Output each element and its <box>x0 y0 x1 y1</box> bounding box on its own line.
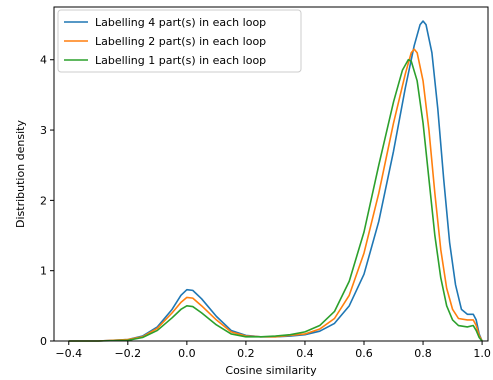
y-tick-label: 4 <box>40 54 47 67</box>
x-tick-label: −0.2 <box>114 347 141 360</box>
x-axis: −0.4 −0.2 0.0 0.2 0.4 0.6 0.8 1.0 <box>55 341 491 360</box>
y-tick-label: 3 <box>40 124 47 137</box>
y-tick-label: 0 <box>40 335 47 348</box>
x-tick-label: 0.8 <box>414 347 432 360</box>
legend-label-2: Labelling 2 part(s) in each loop <box>95 35 266 48</box>
legend-label-3: Labelling 1 part(s) in each loop <box>95 54 266 67</box>
y-tick-label: 1 <box>40 265 47 278</box>
x-axis-label: Cosine similarity <box>225 364 317 377</box>
plot-frame <box>53 6 489 342</box>
x-tick-label: 0.6 <box>355 347 373 360</box>
y-axis-label: Distribution density <box>14 120 27 228</box>
x-tick-label: 0.4 <box>296 347 314 360</box>
legend-box <box>57 9 302 73</box>
y-axis: 0 1 2 3 4 <box>40 54 54 348</box>
x-tick-label: 0.0 <box>178 347 196 360</box>
x-tick-label: 0.2 <box>237 347 255 360</box>
legend: Labelling 4 part(s) in each loop Labellin… <box>57 9 302 73</box>
series-line-2 <box>68 48 483 342</box>
x-tick-label: 1.0 <box>473 347 491 360</box>
series-line-1 <box>68 20 483 342</box>
x-tick-label: −0.4 <box>55 347 82 360</box>
legend-label-1: Labelling 4 part(s) in each loop <box>95 16 266 29</box>
y-tick-label: 2 <box>40 194 47 207</box>
series-line-3 <box>68 58 483 342</box>
plot-area <box>53 6 489 342</box>
